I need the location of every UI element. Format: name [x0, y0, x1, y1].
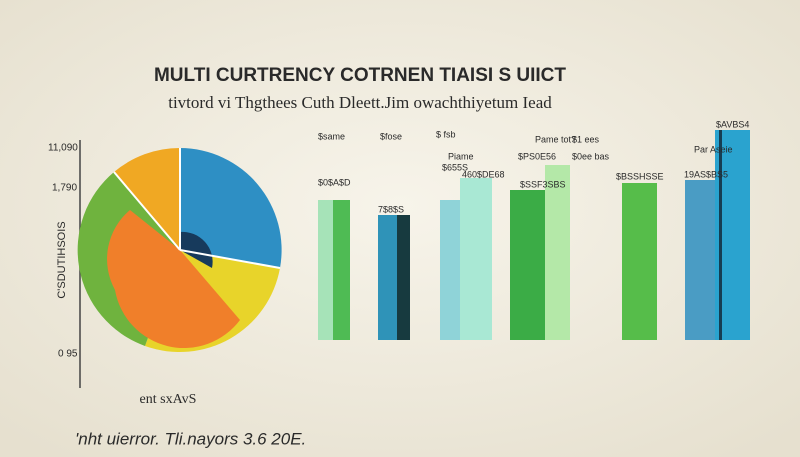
bar: [622, 183, 657, 340]
bar-label: $0ee bas: [572, 151, 610, 161]
axis-label: 11,090: [48, 143, 78, 154]
bar-edge: [719, 130, 722, 340]
bar-label: $1 ees: [572, 134, 600, 144]
bar-label: 460$DE68: [462, 169, 505, 179]
bar-label: Piame: [448, 151, 474, 161]
bar-label: 19AS$BS5: [684, 169, 728, 179]
bar: [333, 200, 350, 340]
pie-divider: [113, 171, 181, 251]
bar-label: $fose: [380, 131, 402, 141]
bar-label: $AVBS4: [716, 119, 749, 129]
bar: [460, 178, 492, 340]
bar-label: $PS0E56: [518, 151, 556, 161]
bar: [397, 215, 410, 340]
bar-label: $BSSHSSE: [616, 171, 664, 181]
pie-caption: ent sxAvS: [140, 392, 197, 407]
bar: [685, 180, 715, 340]
bar: [318, 200, 333, 340]
bar: [378, 215, 397, 340]
bar: [440, 200, 460, 340]
axis-label: 0 95: [58, 349, 78, 360]
bar-label: $SSF3SBS: [520, 179, 566, 189]
bar-label: Par Aseie: [694, 144, 733, 154]
bar-label: $0$A$D: [318, 177, 351, 187]
pie-center: [180, 231, 213, 268]
bar-label: $same: [318, 131, 345, 141]
pie-slice: [114, 147, 180, 250]
axis-title: C'SDUTIHSOIS: [56, 221, 68, 298]
pie: [77, 147, 282, 353]
pie-divider: [179, 249, 281, 269]
bar-label: 7$8$S: [378, 204, 404, 214]
axis-label: 1,790: [52, 183, 77, 194]
subtitle: tivtord vi Thgthees Cuth Dleett.Jim owac…: [168, 93, 552, 112]
bar-label: $655S: [442, 162, 468, 172]
footer: 'nht uierror. Tli.nayors 3.6 20E.: [75, 429, 306, 448]
title: MULTI CURTRENCY COTRNEN TIAISI S UIICT: [154, 65, 566, 86]
bars: [318, 130, 750, 340]
bar: [545, 165, 570, 340]
pie-slice: [180, 148, 282, 268]
bar-label: Pame tot?: [535, 134, 576, 144]
bar-labels: $same $fose $ fsb Piame Pame tot?$1 ees $PS0E…: [318, 119, 749, 214]
bar: [510, 190, 545, 340]
bar-label: $ fsb: [436, 129, 456, 139]
pie-inner: [107, 210, 241, 349]
